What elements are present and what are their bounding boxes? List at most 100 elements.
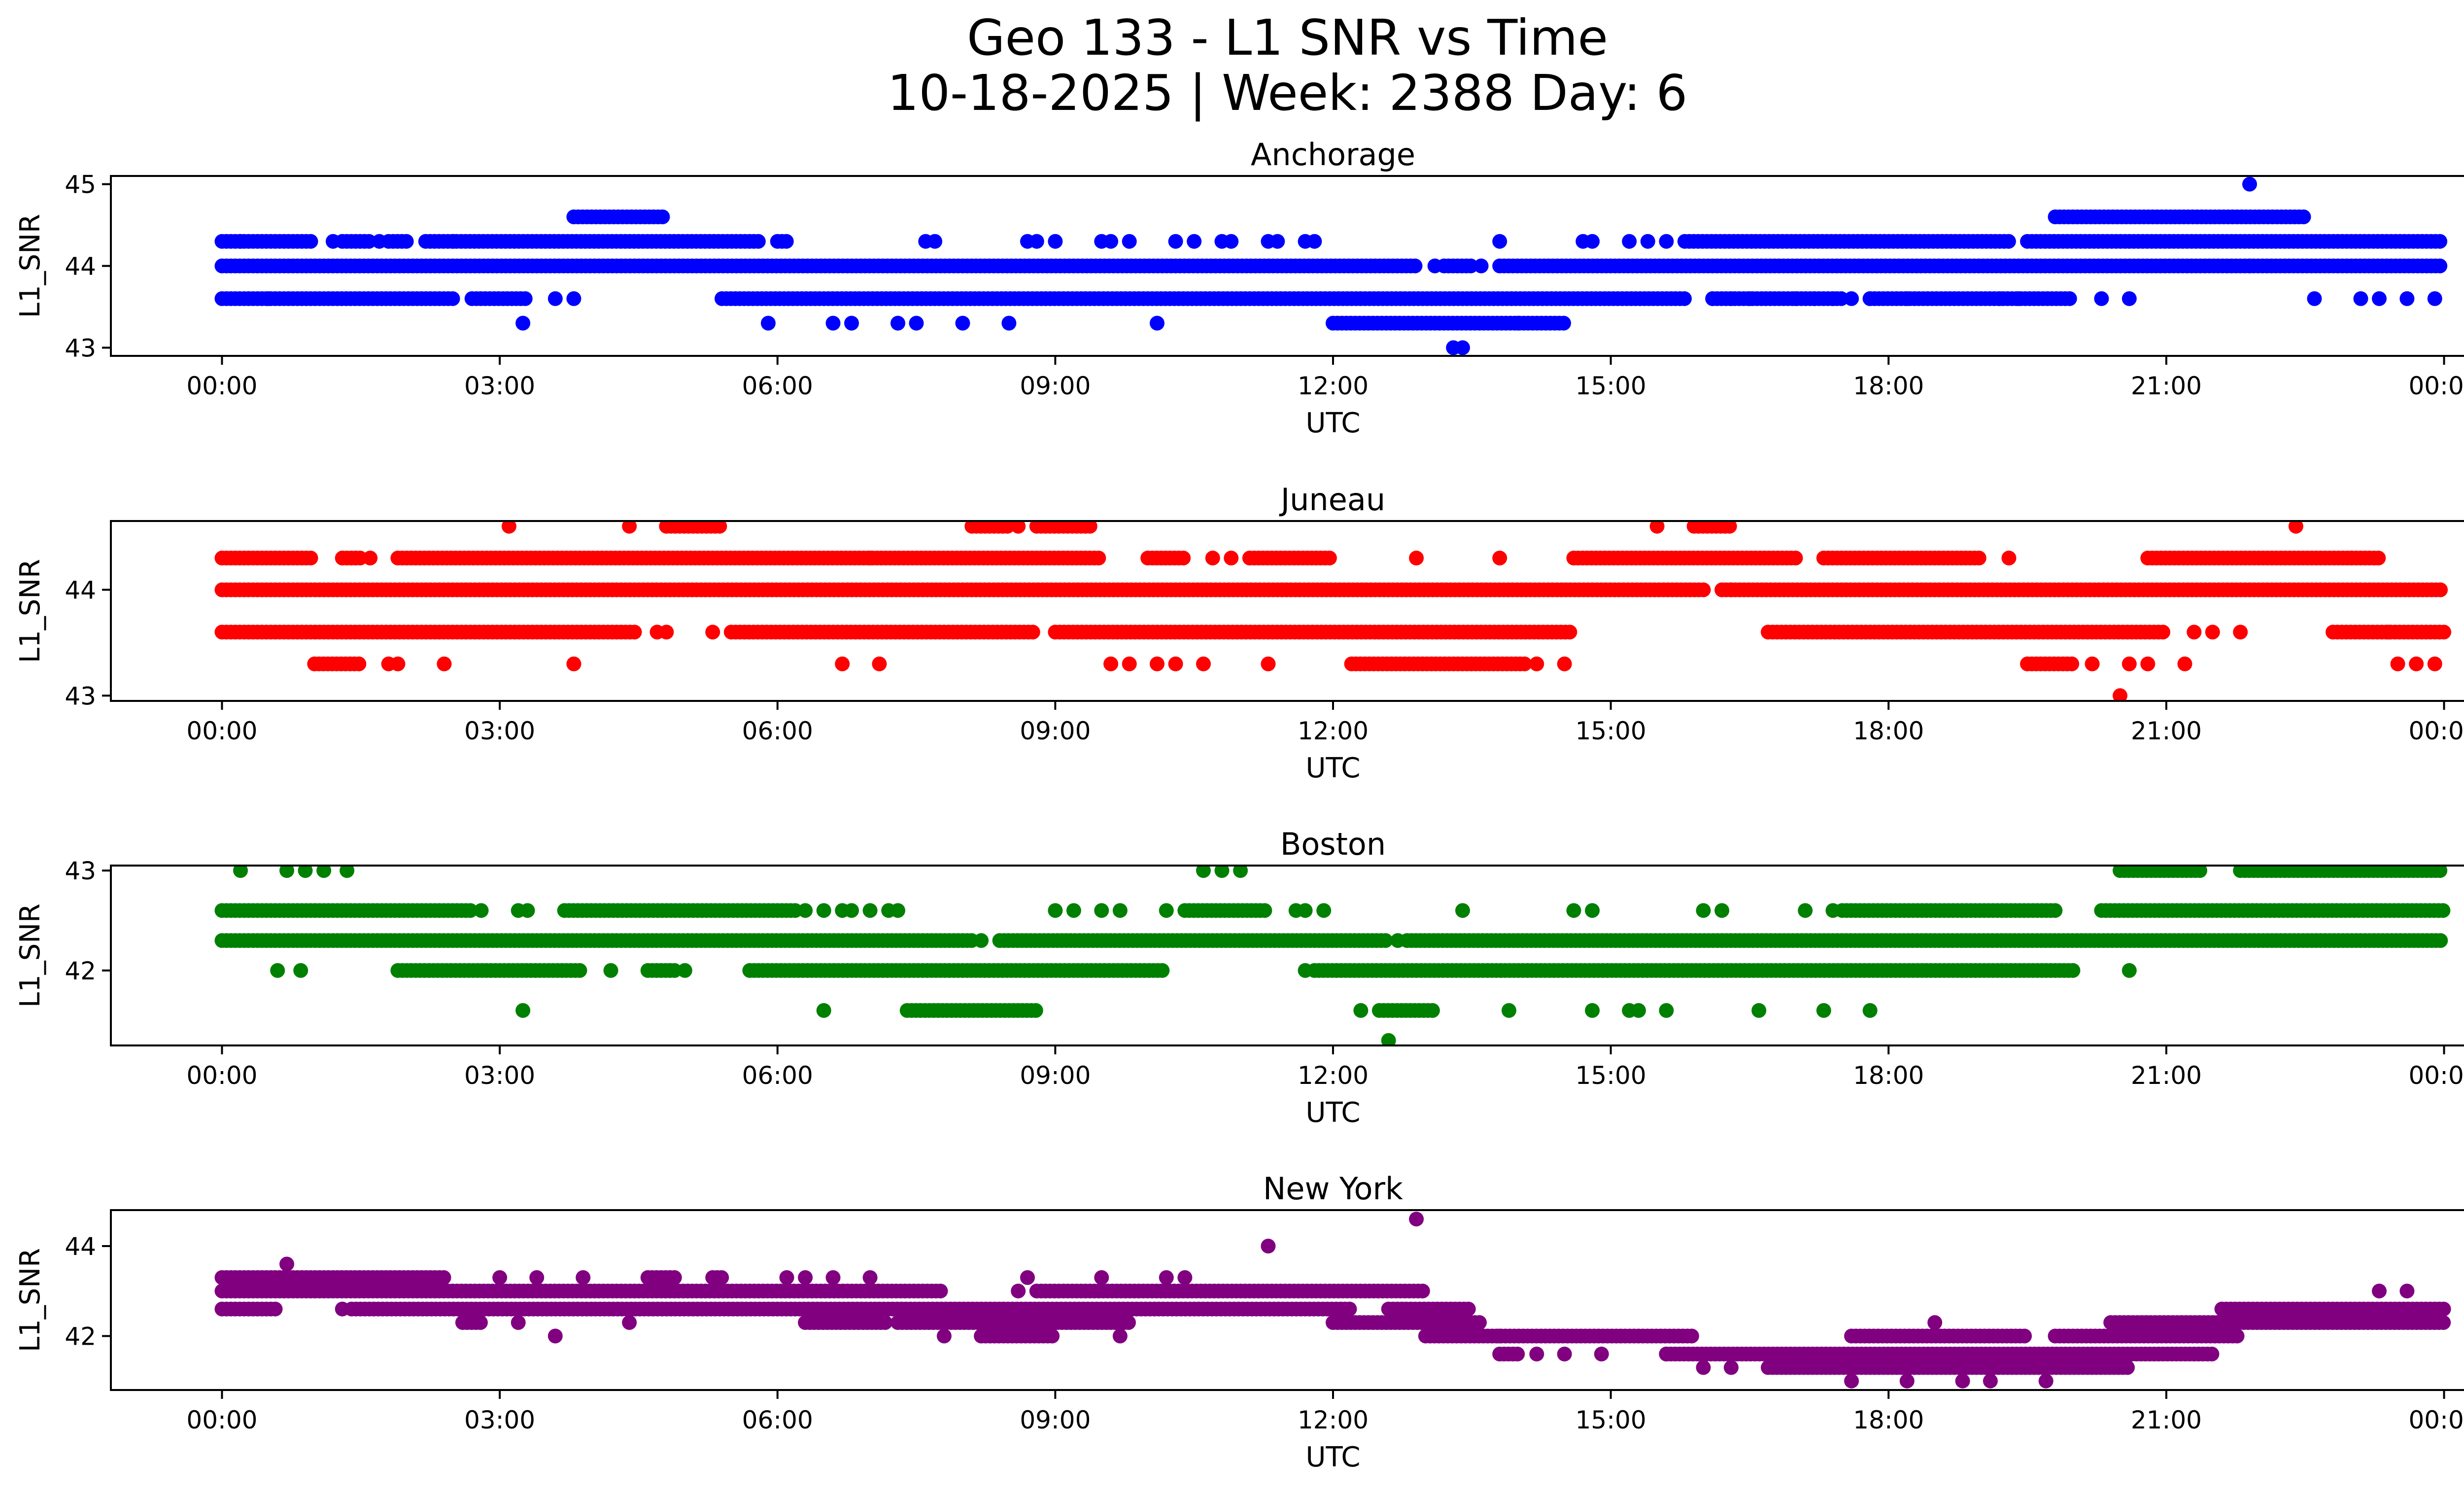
- data-point: [1353, 1003, 1369, 1018]
- data-point: [667, 963, 682, 978]
- data-point: [2001, 234, 2016, 249]
- data-point: [1094, 903, 1109, 918]
- data-point: [1825, 903, 1841, 918]
- y-axis-label: L1_SNR: [14, 559, 46, 663]
- data-point: [2192, 866, 2207, 878]
- data-point: [1463, 258, 1478, 274]
- data-point: [872, 656, 887, 671]
- data-point: [572, 963, 587, 978]
- x-axis-label: UTC: [1305, 407, 1360, 439]
- data-point: [659, 625, 674, 640]
- data-point: [1649, 521, 1665, 534]
- data-point: [603, 963, 618, 978]
- data-point: [1816, 1003, 1831, 1018]
- data-point: [2122, 963, 2137, 978]
- data-point: [2432, 866, 2448, 878]
- data-point: [268, 1301, 283, 1317]
- data-point: [1585, 234, 1600, 249]
- data-point: [261, 291, 276, 306]
- data-point: [2296, 209, 2311, 224]
- data-point: [1322, 551, 1337, 566]
- data-point: [1214, 866, 1230, 878]
- scatter-points: [214, 866, 2451, 1045]
- panel-title: Juneau: [1279, 482, 1385, 518]
- data-point: [714, 1270, 729, 1285]
- data-point: [517, 291, 533, 306]
- data-point: [2433, 582, 2448, 597]
- data-point: [1825, 291, 1841, 306]
- scatter-points: [214, 1212, 2451, 1389]
- data-point: [566, 291, 582, 306]
- data-point: [1378, 933, 1393, 948]
- x-tick-label: 18:00: [1853, 372, 1924, 400]
- data-point: [1187, 234, 1202, 249]
- data-point: [862, 903, 878, 918]
- data-point: [1316, 903, 1332, 918]
- data-point: [361, 234, 376, 249]
- x-tick-label: 03:00: [464, 372, 535, 400]
- x-tick-label: 18:00: [1853, 717, 1924, 745]
- x-tick-label: 21:00: [2131, 717, 2202, 745]
- data-point: [835, 656, 850, 671]
- data-point: [1723, 582, 1739, 597]
- data-point: [1342, 1301, 1357, 1317]
- data-point: [1159, 903, 1174, 918]
- data-point: [1261, 656, 1276, 671]
- data-point: [1121, 1315, 1136, 1330]
- y-tick-label: 42: [65, 957, 96, 985]
- data-point: [1992, 291, 2007, 306]
- data-point: [1176, 551, 1191, 566]
- data-point: [1677, 291, 1692, 306]
- data-point: [293, 963, 308, 978]
- data-point: [667, 1270, 682, 1285]
- data-point: [1696, 582, 1711, 597]
- data-point: [501, 521, 516, 534]
- data-point: [2344, 551, 2359, 566]
- figure-title-line2: 10-18-2025 | Week: 2388 Day: 6: [887, 64, 1688, 122]
- data-point: [1492, 551, 1507, 566]
- data-point: [1270, 234, 1285, 249]
- data-point: [445, 291, 460, 306]
- data-point: [1684, 1328, 1699, 1344]
- data-point: [2113, 688, 2127, 701]
- data-point: [2432, 234, 2448, 249]
- data-point: [1224, 234, 1239, 249]
- y-tick-label: 43: [65, 682, 96, 710]
- data-point: [1168, 234, 1183, 249]
- data-point: [1011, 521, 1026, 534]
- x-tick-label: 09:00: [1020, 717, 1091, 745]
- data-point: [2288, 521, 2303, 534]
- data-point: [2140, 656, 2156, 671]
- data-point: [627, 625, 642, 640]
- data-point: [1585, 1003, 1600, 1018]
- data-point: [566, 656, 582, 671]
- x-tick-label: 00:00: [2408, 1061, 2464, 1090]
- data-point: [1788, 291, 1804, 306]
- data-point: [1112, 903, 1128, 918]
- data-point: [2064, 656, 2080, 671]
- x-tick-label: 15:00: [1575, 1061, 1646, 1090]
- data-point: [1562, 625, 1577, 640]
- figure-title-line1: Geo 133 - L1 SNR vs Time: [967, 9, 1608, 67]
- data-point: [1714, 903, 1730, 918]
- data-point: [1798, 903, 1813, 918]
- x-tick-label: 00:00: [2408, 372, 2464, 400]
- scatter-points: [214, 521, 2452, 701]
- data-point: [2409, 656, 2424, 671]
- y-axis-label: L1_SNR: [14, 904, 46, 1008]
- data-point: [816, 903, 831, 918]
- data-point: [2048, 903, 2063, 918]
- data-point: [1473, 258, 1489, 274]
- data-point: [2436, 1301, 2451, 1317]
- data-point: [1028, 1003, 1043, 1018]
- data-point: [351, 656, 367, 671]
- data-point: [2427, 291, 2442, 306]
- data-point: [1298, 963, 1313, 978]
- panel-title: Anchorage: [1251, 137, 1415, 173]
- data-point: [2390, 656, 2405, 671]
- data-point: [2242, 176, 2257, 192]
- data-point: [1155, 963, 1170, 978]
- data-point: [233, 234, 248, 249]
